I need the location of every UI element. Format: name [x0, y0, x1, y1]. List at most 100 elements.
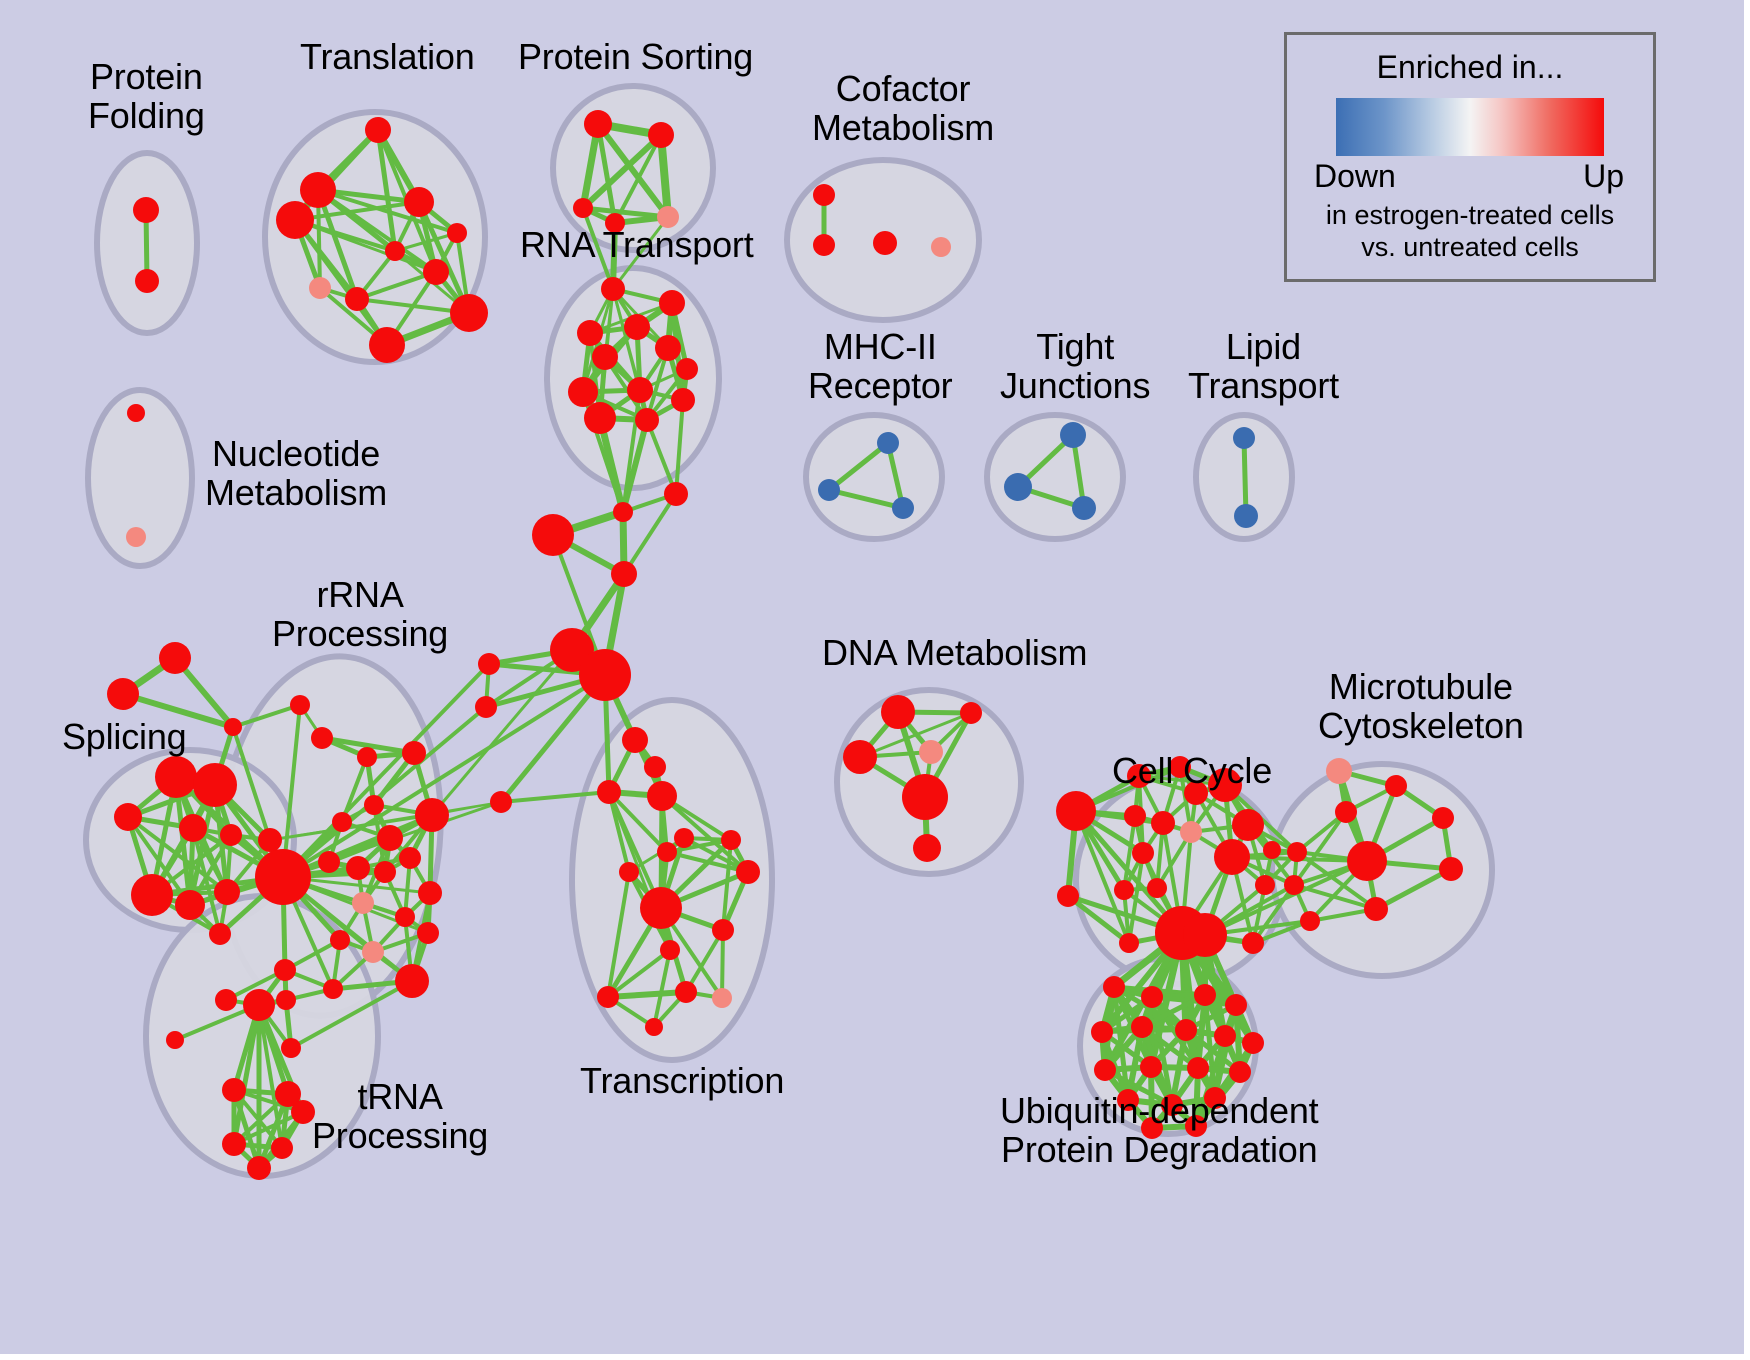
network-node[interactable] [601, 277, 625, 301]
network-node[interactable] [605, 213, 625, 233]
network-node[interactable] [222, 1078, 246, 1102]
network-node[interactable] [1214, 839, 1250, 875]
network-node[interactable] [107, 678, 139, 710]
network-node[interactable] [127, 404, 145, 422]
network-node[interactable] [224, 718, 242, 736]
network-node[interactable] [813, 234, 835, 256]
network-node[interactable] [1114, 880, 1134, 900]
network-node[interactable] [114, 803, 142, 831]
network-node[interactable] [135, 269, 159, 293]
network-node[interactable] [913, 834, 941, 862]
network-node[interactable] [1147, 878, 1167, 898]
network-node[interactable] [309, 277, 331, 299]
network-node[interactable] [369, 327, 405, 363]
network-node[interactable] [276, 201, 314, 239]
network-node[interactable] [402, 741, 426, 765]
network-node[interactable] [159, 642, 191, 674]
network-node[interactable] [902, 774, 948, 820]
network-node[interactable] [1056, 791, 1096, 831]
network-node[interactable] [418, 881, 442, 905]
network-node[interactable] [258, 828, 282, 852]
network-node[interactable] [222, 1132, 246, 1156]
network-node[interactable] [676, 358, 698, 380]
network-node[interactable] [166, 1031, 184, 1049]
network-node[interactable] [674, 828, 694, 848]
network-node[interactable] [721, 830, 741, 850]
network-node[interactable] [931, 237, 951, 257]
network-node[interactable] [1233, 427, 1255, 449]
network-node[interactable] [247, 1156, 271, 1180]
network-node[interactable] [209, 923, 231, 945]
network-node[interactable] [332, 812, 352, 832]
network-node[interactable] [1132, 842, 1154, 864]
network-node[interactable] [281, 1038, 301, 1058]
network-node[interactable] [1169, 756, 1191, 778]
network-node[interactable] [275, 1081, 301, 1107]
network-node[interactable] [1208, 768, 1242, 802]
network-node[interactable] [892, 497, 914, 519]
network-node[interactable] [423, 259, 449, 285]
network-node[interactable] [395, 907, 415, 927]
network-node[interactable] [365, 117, 391, 143]
network-node[interactable] [1119, 933, 1139, 953]
network-node[interactable] [1232, 809, 1264, 841]
network-node[interactable] [1234, 504, 1258, 528]
network-node[interactable] [300, 172, 336, 208]
network-node[interactable] [532, 514, 574, 556]
network-node[interactable] [1347, 841, 1387, 881]
network-node[interactable] [1187, 1057, 1209, 1079]
network-node[interactable] [881, 695, 915, 729]
network-node[interactable] [1131, 1016, 1153, 1038]
network-node[interactable] [1225, 994, 1247, 1016]
network-node[interactable] [1385, 775, 1407, 797]
network-node[interactable] [1300, 911, 1320, 931]
network-node[interactable] [1263, 841, 1281, 859]
network-node[interactable] [1103, 976, 1125, 998]
network-node[interactable] [1141, 1117, 1163, 1139]
network-node[interactable] [1127, 764, 1151, 788]
network-node[interactable] [568, 377, 598, 407]
network-node[interactable] [1194, 984, 1216, 1006]
network-node[interactable] [357, 747, 377, 767]
network-node[interactable] [1091, 1021, 1113, 1043]
network-node[interactable] [1140, 1056, 1162, 1078]
network-node[interactable] [323, 979, 343, 999]
network-node[interactable] [919, 740, 943, 764]
network-node[interactable] [179, 814, 207, 842]
network-node[interactable] [1364, 897, 1388, 921]
network-node[interactable] [613, 502, 633, 522]
network-node[interactable] [395, 964, 429, 998]
network-node[interactable] [579, 649, 631, 701]
network-node[interactable] [877, 432, 899, 454]
network-node[interactable] [311, 727, 333, 749]
network-node[interactable] [648, 122, 674, 148]
network-node[interactable] [346, 856, 370, 880]
network-node[interactable] [399, 847, 421, 869]
network-node[interactable] [645, 1018, 663, 1036]
network-node[interactable] [291, 1100, 315, 1124]
network-node[interactable] [1326, 758, 1352, 784]
network-node[interactable] [243, 989, 275, 1021]
network-node[interactable] [1204, 1087, 1226, 1109]
network-node[interactable] [450, 294, 488, 332]
network-node[interactable] [671, 388, 695, 412]
network-node[interactable] [657, 842, 677, 862]
network-node[interactable] [374, 861, 396, 883]
network-node[interactable] [843, 740, 877, 774]
network-node[interactable] [657, 206, 679, 228]
network-node[interactable] [640, 887, 682, 929]
network-node[interactable] [712, 919, 734, 941]
network-node[interactable] [155, 756, 197, 798]
network-node[interactable] [345, 287, 369, 311]
network-node[interactable] [818, 479, 840, 501]
network-node[interactable] [736, 860, 760, 884]
network-node[interactable] [960, 702, 982, 724]
network-node[interactable] [611, 561, 637, 587]
network-node[interactable] [193, 763, 237, 807]
network-node[interactable] [624, 314, 650, 340]
network-node[interactable] [274, 959, 296, 981]
network-node[interactable] [377, 825, 403, 851]
network-node[interactable] [813, 184, 835, 206]
network-node[interactable] [659, 290, 685, 316]
network-node[interactable] [1439, 857, 1463, 881]
